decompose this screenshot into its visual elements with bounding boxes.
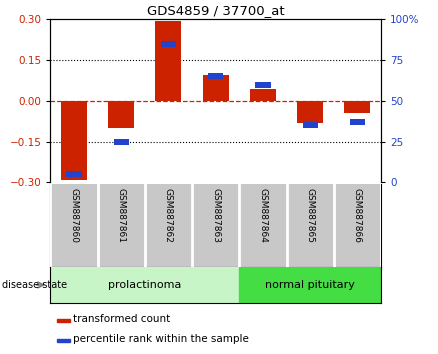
Text: GSM887865: GSM887865 xyxy=(306,188,314,243)
Text: GSM887862: GSM887862 xyxy=(164,188,173,243)
Bar xyxy=(50,267,239,303)
Text: percentile rank within the sample: percentile rank within the sample xyxy=(73,335,249,344)
Bar xyxy=(239,267,381,303)
Text: GSM887866: GSM887866 xyxy=(353,188,362,243)
Bar xyxy=(67,171,81,177)
Bar xyxy=(344,101,371,113)
Text: prolactinoma: prolactinoma xyxy=(108,280,181,290)
Bar xyxy=(297,101,323,122)
Text: GSM887861: GSM887861 xyxy=(117,188,126,243)
Text: transformed count: transformed count xyxy=(73,314,170,324)
Bar xyxy=(255,82,271,87)
Text: GSM887864: GSM887864 xyxy=(258,188,268,243)
Bar xyxy=(203,75,229,101)
Bar xyxy=(303,122,318,128)
Text: normal pituitary: normal pituitary xyxy=(265,280,355,290)
Text: GSM887860: GSM887860 xyxy=(70,188,78,243)
Bar xyxy=(61,101,87,179)
Bar xyxy=(108,101,134,128)
Bar xyxy=(250,88,276,101)
Title: GDS4859 / 37700_at: GDS4859 / 37700_at xyxy=(147,4,285,17)
Text: disease state: disease state xyxy=(2,280,67,290)
Bar xyxy=(57,319,70,322)
Bar xyxy=(350,119,365,125)
Bar xyxy=(161,41,176,47)
Text: GSM887863: GSM887863 xyxy=(211,188,220,243)
Bar xyxy=(57,339,70,342)
Bar xyxy=(114,139,129,144)
Bar xyxy=(155,21,181,101)
Bar xyxy=(208,74,223,79)
